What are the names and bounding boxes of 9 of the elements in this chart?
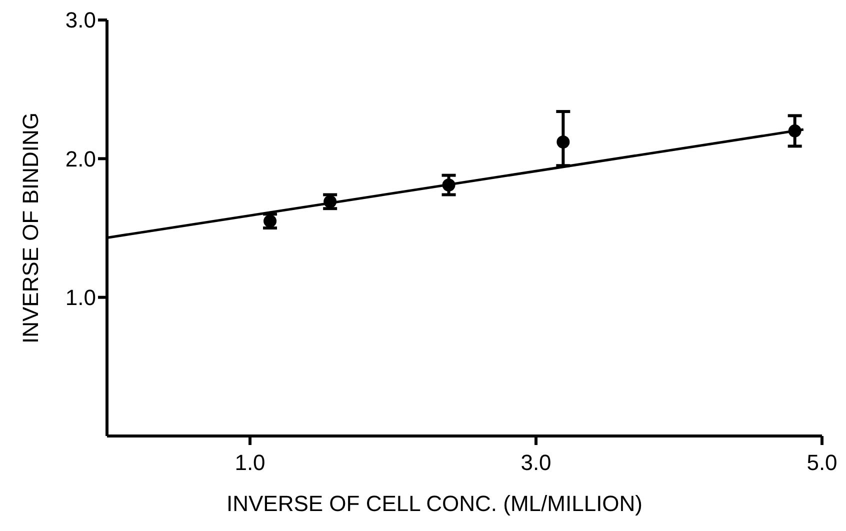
y-axis-title: INVERSE OF BINDING [18, 112, 43, 344]
x-axis-title: INVERSE OF CELL CONC. (ML/MILLION) [226, 491, 643, 516]
y-tick-label: 1.0 [65, 285, 96, 310]
x-tick-label: 3.0 [520, 450, 552, 475]
x-tick-label: 1.0 [234, 450, 266, 475]
y-tick-label: 2.0 [65, 146, 96, 172]
point [556, 136, 570, 149]
x-tick-label: 5.0 [806, 450, 838, 475]
y-tick-label: 3.0 [65, 8, 96, 33]
